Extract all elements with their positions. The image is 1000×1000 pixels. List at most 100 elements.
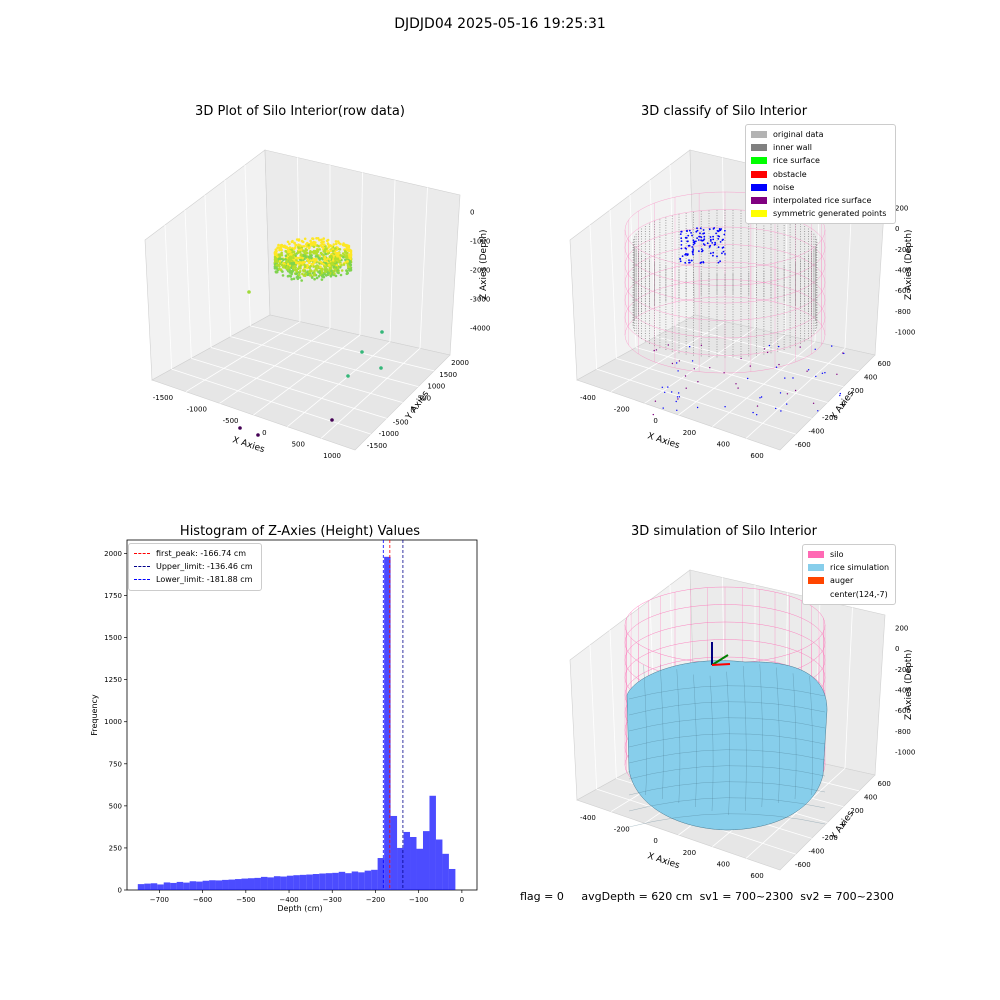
data-point bbox=[344, 244, 347, 247]
histogram-bar bbox=[267, 877, 273, 890]
histogram-bar bbox=[229, 880, 235, 890]
floor-point bbox=[679, 396, 680, 397]
histogram-bar bbox=[300, 875, 306, 890]
data-point bbox=[299, 276, 302, 279]
noise-point bbox=[680, 233, 682, 235]
data-point bbox=[275, 271, 278, 274]
floor-point bbox=[759, 397, 760, 398]
data-point bbox=[289, 256, 292, 259]
histogram-bar bbox=[313, 874, 319, 890]
floor-point bbox=[671, 391, 672, 392]
legend-label: center(124,-7) bbox=[830, 590, 888, 599]
data-point bbox=[320, 241, 323, 244]
data-point bbox=[311, 263, 314, 266]
noise-point bbox=[679, 258, 681, 260]
noise-point bbox=[709, 228, 711, 230]
histogram-bar bbox=[358, 872, 364, 890]
data-point bbox=[299, 251, 302, 254]
legend-label: original data bbox=[773, 130, 823, 139]
y-tick-label: -1000 bbox=[379, 430, 399, 438]
outlier-point bbox=[324, 268, 328, 272]
legend-item-auger: auger bbox=[808, 574, 890, 587]
data-point bbox=[285, 255, 288, 258]
data-point bbox=[294, 246, 297, 249]
noise-point bbox=[689, 230, 691, 232]
legend-label: first_peak: -166.74 cm bbox=[156, 549, 246, 558]
noise-point bbox=[710, 240, 712, 242]
data-point bbox=[324, 256, 327, 259]
noise-point bbox=[692, 254, 694, 256]
histogram-bar bbox=[151, 883, 157, 890]
data-point bbox=[332, 259, 335, 262]
data-point bbox=[342, 256, 345, 259]
data-point bbox=[340, 274, 343, 277]
y-tick-label: 400 bbox=[864, 373, 877, 381]
noise-point bbox=[723, 251, 725, 253]
histogram-bar bbox=[222, 880, 228, 890]
histogram-bar bbox=[242, 879, 248, 890]
sv1-text: sv1 = 700~2300 bbox=[700, 890, 794, 903]
floor-point bbox=[836, 374, 837, 375]
data-point bbox=[282, 266, 285, 269]
floor-point bbox=[778, 364, 779, 365]
data-point bbox=[339, 243, 342, 246]
noise-point bbox=[698, 239, 700, 241]
x-tick-label: −300 bbox=[323, 896, 342, 904]
x-tick-label: -200 bbox=[614, 826, 630, 834]
legend-item-upper-limit: Upper_limit: -136.46 cm bbox=[134, 560, 256, 573]
outlier-point bbox=[346, 374, 350, 378]
histogram-legend: first_peak: -166.74 cm Upper_limit: -136… bbox=[128, 543, 262, 591]
legend-item-silo: silo bbox=[808, 548, 890, 561]
noise-point bbox=[720, 229, 722, 231]
x-tick-label: 600 bbox=[750, 872, 763, 880]
x-tick-label: -400 bbox=[580, 814, 596, 822]
data-point bbox=[287, 263, 290, 266]
floor-point bbox=[769, 345, 770, 346]
y-tick-label: 600 bbox=[878, 360, 891, 368]
data-point bbox=[336, 258, 339, 261]
histogram-bar bbox=[287, 876, 293, 890]
noise-point bbox=[724, 230, 726, 232]
noise-point bbox=[724, 253, 726, 255]
floor-point bbox=[694, 368, 695, 369]
data-point bbox=[315, 255, 318, 258]
data-point bbox=[327, 272, 330, 275]
floor-point bbox=[756, 414, 757, 415]
data-point bbox=[298, 266, 301, 269]
histogram-bar bbox=[397, 848, 403, 890]
data-point bbox=[303, 274, 306, 277]
data-point bbox=[276, 267, 279, 270]
data-point bbox=[342, 252, 345, 255]
histogram-bar bbox=[449, 869, 455, 890]
z-tick-label: 0 bbox=[895, 225, 899, 233]
histogram-bar bbox=[319, 874, 325, 890]
floor-point bbox=[735, 383, 736, 384]
histogram-bar bbox=[248, 878, 254, 890]
x-tick-label: -400 bbox=[580, 394, 596, 402]
x-tick-label: -1500 bbox=[153, 394, 173, 402]
data-point bbox=[311, 237, 314, 240]
x-tick-label: -1000 bbox=[187, 406, 207, 414]
data-point bbox=[327, 246, 330, 249]
data-point bbox=[289, 269, 292, 272]
floor-point bbox=[817, 410, 818, 411]
floor-point bbox=[697, 407, 698, 408]
noise-point bbox=[709, 246, 711, 248]
y-tick-label: 2000 bbox=[451, 359, 469, 367]
data-point bbox=[335, 240, 338, 243]
legend-swatch bbox=[751, 131, 767, 138]
data-point bbox=[295, 273, 298, 276]
noise-point bbox=[690, 232, 692, 234]
data-point bbox=[325, 262, 328, 265]
noise-point bbox=[691, 260, 693, 262]
data-point bbox=[289, 246, 292, 249]
noise-point bbox=[711, 242, 713, 244]
data-point bbox=[291, 241, 294, 244]
z-axis-label: Z Axies (Depth) bbox=[904, 229, 914, 300]
floor-point bbox=[663, 407, 664, 408]
noise-point bbox=[686, 241, 688, 243]
data-point bbox=[292, 256, 295, 259]
data-point bbox=[330, 267, 333, 270]
x-tick-label: −200 bbox=[366, 896, 385, 904]
y-tick-label: 1750 bbox=[104, 592, 122, 600]
